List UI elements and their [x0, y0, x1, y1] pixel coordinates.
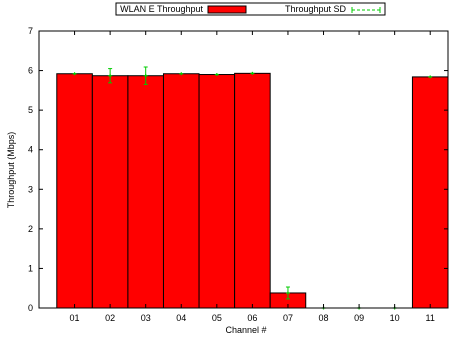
- bar-11: [411, 76, 449, 309]
- legend-swatch-sd: [351, 7, 381, 13]
- plot-frame: [38, 30, 449, 309]
- y-tick-label: 5: [28, 105, 33, 115]
- legend: WLAN E Throughput Throughput SD: [115, 2, 386, 16]
- bar-02: [91, 75, 129, 309]
- x-tick-label-10: 10: [390, 313, 400, 323]
- y-axis: 0 1 2 3 4 5 6 7: [28, 26, 448, 313]
- bar-05: [198, 74, 236, 309]
- error-bar-05: [214, 73, 219, 77]
- x-tick-label-02: 02: [105, 313, 115, 323]
- x-tick-label-07: 07: [283, 313, 293, 323]
- y-tick-label: 2: [28, 224, 33, 234]
- y-tick-label: 0: [28, 303, 33, 313]
- legend-label-throughput: WLAN E Throughput: [120, 4, 203, 14]
- x-axis: 01 02 03 04 05 06 07 08 09 10 11: [70, 31, 435, 323]
- y-axis-title: Throughput (Mbps): [6, 132, 16, 209]
- bar-04: [162, 73, 200, 309]
- x-tick-label-03: 03: [141, 313, 151, 323]
- error-bar-02: [108, 68, 113, 84]
- bar-01: [56, 73, 93, 309]
- y-tick-label: 7: [28, 26, 33, 36]
- error-bar-01: [72, 72, 77, 76]
- y-tick-label: 1: [28, 263, 33, 273]
- x-tick-label-06: 06: [247, 313, 257, 323]
- x-tick-label-09: 09: [354, 313, 364, 323]
- bar-03: [127, 75, 164, 309]
- legend-frame: [115, 2, 386, 16]
- y-tick-label: 3: [28, 184, 33, 194]
- x-tick-label-01: 01: [70, 313, 80, 323]
- bar-06: [234, 72, 271, 309]
- x-axis-title: Channel #: [225, 325, 266, 335]
- legend-label-sd: Throughput SD: [285, 4, 347, 14]
- legend-swatch-throughput: [207, 5, 247, 14]
- error-bar-06: [250, 71, 255, 75]
- y-tick-label: 6: [28, 66, 33, 76]
- error-bar-11: [428, 75, 433, 79]
- error-bar-07: [285, 286, 290, 300]
- error-bars-layer: [72, 66, 433, 310]
- error-bar-04: [179, 72, 184, 76]
- x-tick-label-11: 11: [426, 313, 435, 323]
- x-tick-label-08: 08: [319, 313, 329, 323]
- y-tick-label: 4: [28, 145, 33, 155]
- x-tick-label-04: 04: [176, 313, 186, 323]
- x-tick-label-05: 05: [212, 313, 222, 323]
- error-bar-03: [143, 66, 148, 85]
- bars-layer: [56, 72, 449, 309]
